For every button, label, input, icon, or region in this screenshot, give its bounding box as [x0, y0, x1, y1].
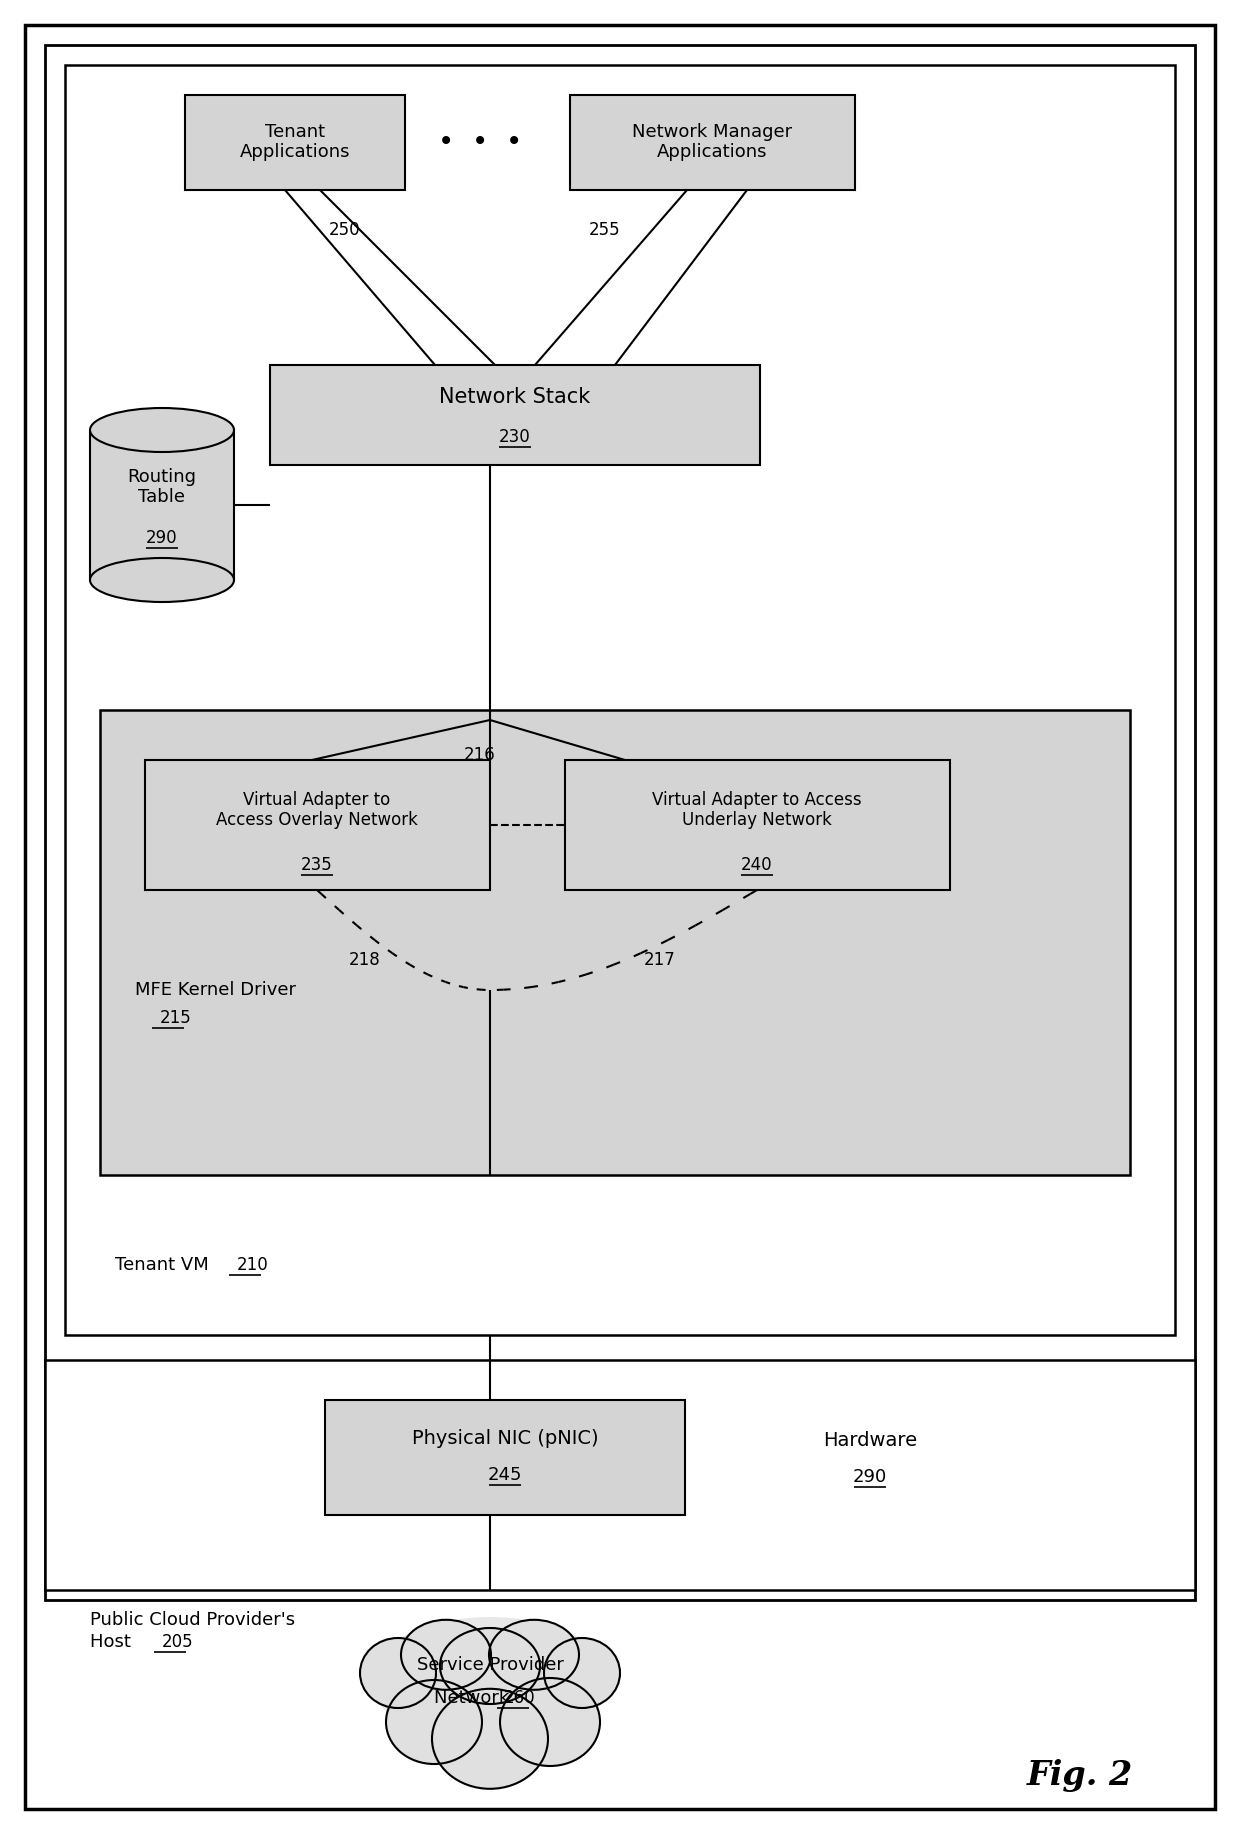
- FancyBboxPatch shape: [25, 26, 1215, 1808]
- Ellipse shape: [489, 1619, 579, 1689]
- Text: Fig. 2: Fig. 2: [1027, 1759, 1133, 1792]
- Text: 230: 230: [500, 427, 531, 446]
- Text: 235: 235: [301, 856, 332, 875]
- Text: 240: 240: [742, 856, 773, 875]
- Text: MFE Kernel Driver: MFE Kernel Driver: [135, 981, 296, 1000]
- Ellipse shape: [544, 1638, 620, 1707]
- Ellipse shape: [370, 1618, 610, 1742]
- FancyBboxPatch shape: [45, 46, 1195, 1599]
- Text: Host: Host: [91, 1632, 136, 1651]
- Text: Tenant
Applications: Tenant Applications: [239, 123, 350, 161]
- Text: Routing
Table: Routing Table: [128, 468, 196, 506]
- Ellipse shape: [401, 1619, 491, 1689]
- Text: 290: 290: [853, 1467, 887, 1486]
- Text: 210: 210: [237, 1256, 269, 1275]
- Text: 217: 217: [644, 952, 676, 968]
- Text: 255: 255: [589, 222, 621, 238]
- Text: Tenant VM: Tenant VM: [115, 1256, 215, 1275]
- Text: Network Stack: Network Stack: [439, 387, 590, 407]
- Text: Network: Network: [434, 1689, 516, 1707]
- Text: Network Manager
Applications: Network Manager Applications: [632, 123, 792, 161]
- Text: 290: 290: [146, 528, 177, 547]
- Ellipse shape: [440, 1629, 539, 1704]
- Ellipse shape: [432, 1689, 548, 1788]
- Text: •  •  •: • • •: [438, 128, 522, 156]
- FancyBboxPatch shape: [570, 95, 856, 191]
- Text: 250: 250: [329, 222, 361, 238]
- Text: 245: 245: [487, 1465, 522, 1484]
- FancyBboxPatch shape: [270, 365, 760, 466]
- Text: 215: 215: [160, 1009, 192, 1027]
- FancyBboxPatch shape: [185, 95, 405, 191]
- Text: Virtual Adapter to Access
Underlay Network: Virtual Adapter to Access Underlay Netwo…: [652, 790, 862, 829]
- Text: 205: 205: [162, 1632, 193, 1651]
- Ellipse shape: [500, 1678, 600, 1766]
- Text: 260: 260: [505, 1689, 536, 1707]
- FancyBboxPatch shape: [91, 429, 234, 580]
- Text: 218: 218: [350, 952, 381, 968]
- FancyBboxPatch shape: [565, 759, 950, 889]
- Ellipse shape: [386, 1680, 482, 1764]
- Ellipse shape: [91, 558, 234, 602]
- Text: 216: 216: [464, 746, 496, 765]
- Ellipse shape: [360, 1638, 436, 1707]
- FancyBboxPatch shape: [45, 1361, 1195, 1590]
- Ellipse shape: [91, 407, 234, 451]
- Text: Service Provider: Service Provider: [417, 1656, 563, 1674]
- Text: Hardware: Hardware: [823, 1431, 918, 1449]
- Text: Virtual Adapter to
Access Overlay Network: Virtual Adapter to Access Overlay Networ…: [216, 790, 418, 829]
- FancyBboxPatch shape: [325, 1399, 684, 1515]
- Text: Public Cloud Provider's: Public Cloud Provider's: [91, 1610, 295, 1629]
- FancyBboxPatch shape: [145, 759, 490, 889]
- Text: Physical NIC (pNIC): Physical NIC (pNIC): [412, 1429, 599, 1449]
- FancyBboxPatch shape: [64, 64, 1176, 1335]
- FancyBboxPatch shape: [100, 710, 1130, 1176]
